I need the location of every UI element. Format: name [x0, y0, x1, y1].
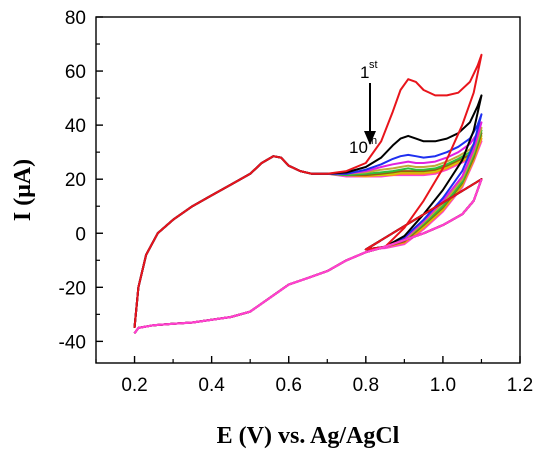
x-tick-label: 0.6: [276, 375, 302, 396]
first-cycle-label: 1: [360, 63, 369, 82]
first-cycle-sup: st: [369, 59, 378, 71]
x-axis-title: E (V) vs. Ag/AgCl: [217, 423, 400, 449]
y-tick-label: 40: [65, 116, 86, 137]
y-axis-title: I (μA): [10, 159, 36, 221]
y-tick-label: -20: [59, 278, 86, 299]
arrow-head: [364, 131, 376, 145]
scan-arrow-annotation: 1 st 10 th: [349, 59, 378, 157]
cv-cathodic-branch: [133, 178, 483, 334]
y-tick-label: 0: [75, 224, 86, 245]
y-axis-ticks: -40 -20 0 20 40 60 80: [59, 8, 103, 353]
y-tick-label: -40: [59, 332, 86, 353]
x-tick-label: 0.2: [121, 375, 147, 396]
cv-cycle-line: [133, 137, 483, 334]
y-tick-label: 80: [65, 8, 86, 29]
x-tick-label: 1.2: [507, 375, 533, 396]
cv-cycle-line: [133, 53, 483, 334]
cv-curves: [133, 53, 483, 334]
x-tick-label: 0.8: [353, 375, 379, 396]
cv-cycle-line: [133, 121, 483, 334]
y-tick-label: 60: [65, 62, 86, 83]
plot-frame: [95, 16, 521, 364]
y-tick-label: 20: [65, 170, 86, 191]
tenth-cycle-sup: th: [368, 135, 377, 147]
x-axis-ticks: 0.2 0.4 0.6 0.8 1.0 1.2: [95, 356, 533, 396]
tenth-cycle-label: 10: [349, 138, 368, 157]
x-tick-label: 0.4: [198, 375, 225, 396]
x-tick-label: 1.0: [430, 375, 456, 396]
